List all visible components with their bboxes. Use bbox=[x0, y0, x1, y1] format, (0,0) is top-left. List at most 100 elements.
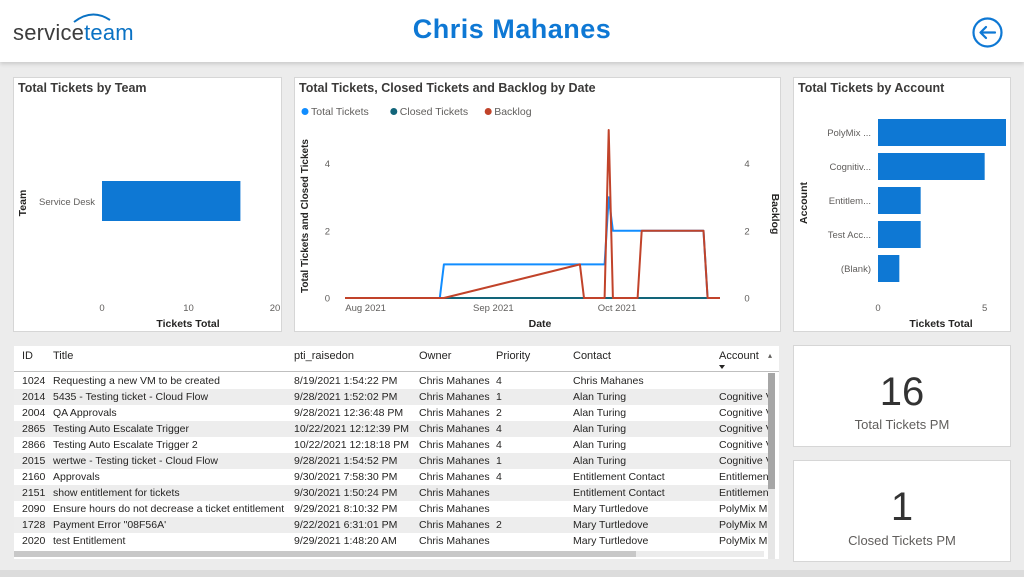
x-tick-label: 10 bbox=[183, 303, 194, 314]
arrow-left-circle-icon[interactable] bbox=[972, 17, 1003, 48]
x-tick-label: Oct 2021 bbox=[598, 303, 637, 314]
cell-contact: Mary Turtledove bbox=[573, 503, 649, 515]
cell-owner: Chris Mahanes bbox=[419, 503, 490, 515]
column-header-contact[interactable]: Contact bbox=[573, 350, 611, 362]
cell-contact: Entitlement Contact bbox=[573, 471, 665, 483]
cell-account: Entitlemen bbox=[719, 487, 769, 499]
backlog-line bbox=[345, 129, 720, 299]
legend-label: Backlog bbox=[494, 106, 532, 118]
cell-id: 1728 bbox=[22, 519, 46, 531]
vertical-scroll-thumb[interactable] bbox=[768, 373, 775, 489]
column-header-account[interactable]: Account bbox=[719, 350, 759, 362]
cell-pti-raisedon: 8/19/2021 1:54:22 PM bbox=[294, 375, 398, 387]
account-bar bbox=[878, 255, 900, 282]
table-row[interactable]: 2020 test Entitlement 9/29/2021 1:48:20 AM… bbox=[14, 533, 771, 549]
tickets-table[interactable]: ID Title pti_raisedon Owner Priority Contact A… bbox=[14, 346, 779, 559]
x-axis-title: Date bbox=[529, 318, 552, 330]
x-tick-label: 0 bbox=[99, 303, 104, 314]
cell-title: Approvals bbox=[53, 471, 100, 483]
total-tickets-line bbox=[345, 196, 720, 299]
cell-pti-raisedon: 9/30/2021 1:50:24 PM bbox=[294, 487, 398, 499]
cell-id: 2151 bbox=[22, 487, 46, 499]
cell-priority: 2 bbox=[496, 519, 502, 531]
y-tick-label-left: 2 bbox=[325, 226, 330, 237]
cell-account: Cognitive V bbox=[719, 439, 773, 451]
account-category-label: Cognitiv... bbox=[829, 162, 871, 173]
y-axis-title-right: Backlog bbox=[769, 194, 780, 235]
table-row[interactable]: 2151 show entitlement for tickets 9/30/202… bbox=[14, 485, 771, 501]
cell-contact: Alan Turing bbox=[573, 423, 627, 435]
team-category-label: Service Desk bbox=[39, 197, 95, 208]
cell-account: Cognitive V bbox=[719, 423, 773, 435]
table-row[interactable]: 2090 Ensure hours do not decrease a ticke… bbox=[14, 501, 771, 517]
cell-priority: 4 bbox=[496, 423, 502, 435]
logo-text-service: service bbox=[13, 20, 85, 45]
cell-contact: Entitlement Contact bbox=[573, 487, 665, 499]
cell-id: 2020 bbox=[22, 535, 46, 547]
x-axis-title: Tickets Total bbox=[156, 318, 219, 330]
account-bar bbox=[878, 187, 921, 214]
cell-title: Ensure hours do not decrease a ticket en… bbox=[53, 503, 285, 515]
column-header-id[interactable]: ID bbox=[22, 350, 33, 362]
cell-account: Cognitive V bbox=[719, 391, 773, 403]
cell-id: 2014 bbox=[22, 391, 46, 403]
account-chart-title: Total Tickets by Account bbox=[798, 81, 945, 95]
logo-swoosh-icon bbox=[73, 13, 111, 23]
cell-id: 2015 bbox=[22, 455, 46, 467]
column-header-pti-raisedon[interactable]: pti_raisedon bbox=[294, 350, 354, 362]
cell-id: 1024 bbox=[22, 375, 46, 387]
cell-account: Cognitive V bbox=[719, 455, 773, 467]
cell-pti-raisedon: 9/29/2021 1:48:20 AM bbox=[294, 535, 397, 547]
table-row[interactable]: 2160 Approvals 9/30/2021 7:58:30 PM Chris M… bbox=[14, 469, 771, 485]
cell-title: Testing Auto Escalate Trigger bbox=[53, 423, 189, 435]
horizontal-scroll-thumb[interactable] bbox=[14, 551, 636, 557]
cell-account: Entitlemen bbox=[719, 471, 769, 483]
cell-id: 2866 bbox=[22, 439, 46, 451]
legend-dot bbox=[390, 108, 398, 115]
cell-priority: 1 bbox=[496, 391, 502, 403]
kpi-closed-tickets-label: Closed Tickets PM bbox=[848, 533, 956, 548]
cell-account: Cognitive V bbox=[719, 407, 773, 419]
cell-priority: 1 bbox=[496, 455, 502, 467]
cell-owner: Chris Mahanes bbox=[419, 519, 490, 531]
cell-title: Requesting a new VM to be created bbox=[53, 375, 220, 387]
kpi-closed-tickets-card: 1 Closed Tickets PM bbox=[793, 460, 1011, 562]
cell-contact: Alan Turing bbox=[573, 439, 627, 451]
legend-label: Total Tickets bbox=[311, 106, 369, 118]
x-tick-label: 0 bbox=[875, 303, 880, 314]
cell-account: PolyMix M bbox=[719, 519, 768, 531]
table-row[interactable]: 2004 QA Approvals 9/28/2021 12:36:48 PM Chr… bbox=[14, 405, 773, 421]
page-bottom-bar bbox=[0, 570, 1024, 577]
date-line-chart: Total Tickets Closed Tickets Backlog 0 2 4 0 2 4… bbox=[300, 106, 780, 330]
account-bar bbox=[878, 119, 1006, 146]
y-tick-label-right: 2 bbox=[744, 226, 749, 237]
cell-account: PolyMix M bbox=[719, 503, 768, 515]
column-header-title[interactable]: Title bbox=[53, 350, 74, 362]
team-chart-panel[interactable]: Total Tickets by Team 0 10 20 Service Desk T… bbox=[13, 77, 282, 332]
chevron-updown-icon[interactable]: ▴ bbox=[768, 351, 773, 360]
date-chart-title: Total Tickets, Closed Tickets and Backlo… bbox=[299, 81, 596, 95]
sort-descending-icon[interactable] bbox=[719, 365, 725, 369]
table-row[interactable]: 2865 Testing Auto Escalate Trigger 10/22/2… bbox=[14, 421, 773, 437]
table-row[interactable]: 1024 Requesting a new VM to be created 8/1… bbox=[14, 373, 771, 389]
x-tick-label: Aug 2021 bbox=[345, 303, 386, 314]
account-chart-panel[interactable]: Total Tickets by Account PolyMix ... Cogn… bbox=[793, 77, 1011, 332]
account-category-label: Test Acc... bbox=[828, 230, 871, 241]
column-header-priority[interactable]: Priority bbox=[496, 350, 531, 362]
cell-owner: Chris Mahanes bbox=[419, 391, 490, 403]
page-title: Chris Mahanes bbox=[412, 14, 612, 44]
table-row[interactable]: 1728 Payment Error "08F56A' 9/22/2021 6:31… bbox=[14, 517, 771, 533]
y-tick-label-right: 0 bbox=[744, 294, 749, 305]
table-row[interactable]: 2014 5435 - Testing ticket - Cloud Flow 9/… bbox=[14, 389, 773, 405]
column-header-owner[interactable]: Owner bbox=[419, 350, 452, 362]
account-bar bbox=[878, 153, 985, 180]
table-row[interactable]: 2015 wertwe - Testing ticket - Cloud Flow… bbox=[14, 453, 773, 469]
cell-id: 2090 bbox=[22, 503, 46, 515]
account-category-label: Entitlem... bbox=[829, 196, 871, 207]
table-row[interactable]: 2866 Testing Auto Escalate Trigger 2 10/22… bbox=[14, 437, 773, 453]
table-vertical-scrollbar[interactable] bbox=[768, 373, 775, 559]
team-bar bbox=[102, 181, 241, 221]
date-chart-panel[interactable]: Total Tickets, Closed Tickets and Backlo… bbox=[294, 77, 781, 332]
cell-pti-raisedon: 10/22/2021 12:18:18 PM bbox=[294, 439, 410, 451]
table-horizontal-scrollbar[interactable] bbox=[14, 551, 764, 557]
